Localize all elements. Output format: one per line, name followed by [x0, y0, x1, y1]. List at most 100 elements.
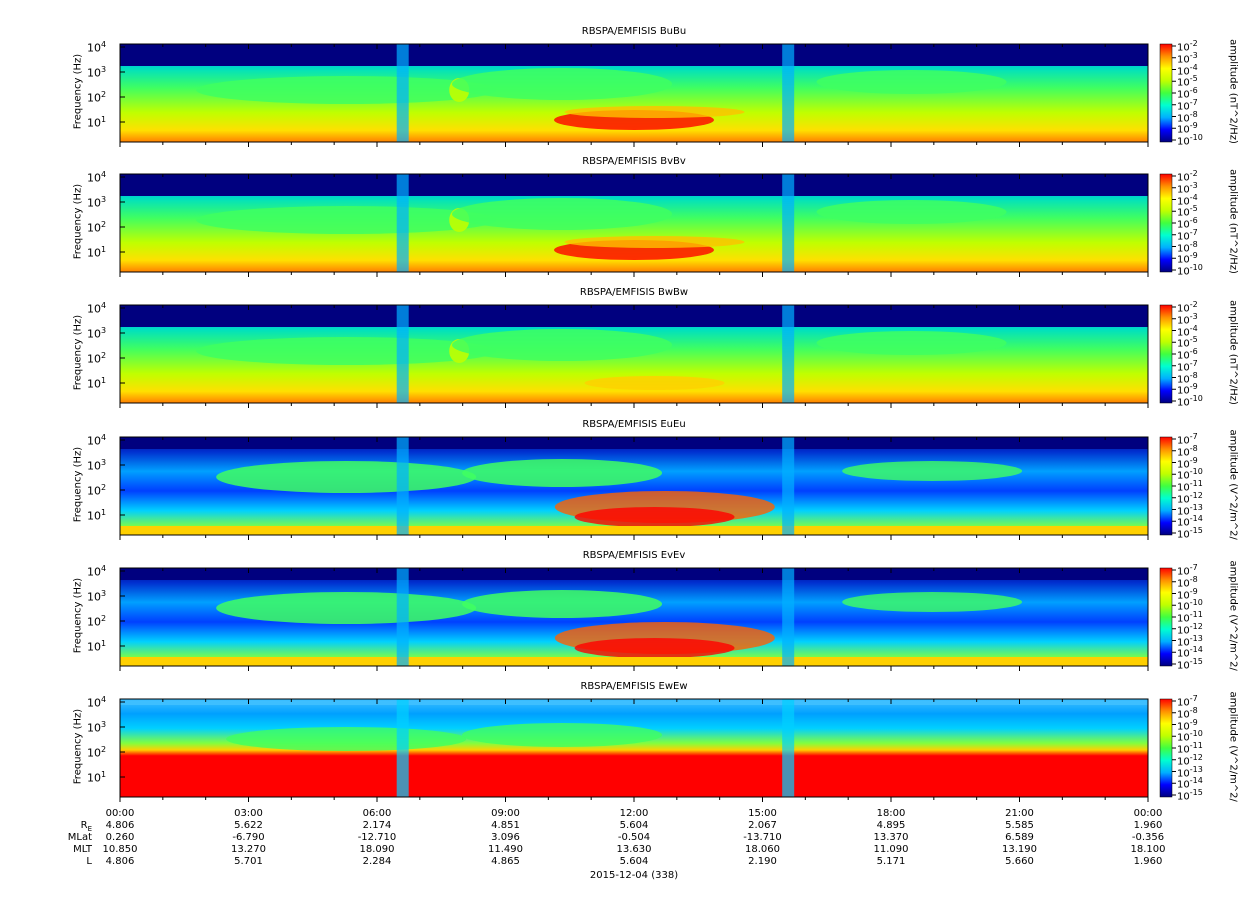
y-tick-label: 104	[87, 301, 106, 316]
colorbar-tick-base: 10	[1177, 435, 1190, 447]
chorus-emission	[452, 68, 673, 100]
y-tick-base: 10	[87, 640, 101, 654]
colorbar-tick-label: 10-2	[1177, 300, 1198, 314]
colorbar-tick-exponent: -15	[1189, 526, 1203, 535]
colorbar-tick-exponent: -10	[1189, 263, 1203, 272]
y-tick-label: 104	[87, 40, 106, 55]
colorbar-tick-label: 10-8	[1177, 240, 1198, 254]
chorus-emission	[462, 459, 663, 487]
colorbar-tick-label: 10-14	[1177, 645, 1203, 659]
ephemeris-value: -0.356	[1131, 832, 1165, 843]
colorbar-tick-exponent: -7	[1189, 694, 1198, 703]
colorbar-tick-exponent: -7	[1189, 563, 1198, 572]
colorbar-tick-label: 10-9	[1177, 718, 1198, 732]
colorbar-tick-exponent: -12	[1189, 490, 1203, 500]
colorbar-tick-exponent: -13	[1189, 502, 1203, 512]
y-tick-exponent: 4	[101, 564, 107, 573]
ephemeris-label-text: L	[86, 856, 92, 867]
y-tick-base: 10	[87, 66, 101, 80]
y-tick-label: 104	[87, 170, 106, 185]
ephemeris-value: -12.710	[357, 832, 397, 843]
chorus-emission	[462, 723, 663, 747]
colorbar-tick-exponent: -7	[1189, 358, 1198, 368]
colorbar-tick-base: 10	[1177, 566, 1190, 578]
y-tick-base: 10	[87, 196, 101, 210]
y-tick-base: 10	[87, 327, 101, 341]
colorbar-tick-base: 10	[1177, 732, 1190, 744]
y-tick-label: 101	[87, 245, 106, 260]
y-axis-label: Frequency (Hz)	[72, 314, 84, 391]
chorus-emission	[196, 337, 497, 365]
colorbar-tick-base: 10	[1177, 112, 1190, 124]
colorbar-tick-exponent: -4	[1189, 323, 1198, 333]
y-tick-base: 10	[87, 171, 101, 185]
colorbar-tick-exponent: -15	[1189, 657, 1203, 666]
hiss-emission	[584, 376, 725, 390]
y-tick-base: 10	[87, 352, 101, 366]
y-tick-label: 103	[87, 326, 106, 341]
y-tick-exponent: 4	[101, 301, 107, 310]
colorbar-tick-base: 10	[1177, 207, 1190, 219]
y-tick-base: 10	[87, 590, 101, 604]
colorbar-tick-exponent: -10	[1189, 394, 1203, 403]
colorbar-tick-exponent: -9	[1189, 586, 1198, 596]
chorus-emission	[196, 206, 497, 234]
colorbar-tick-exponent: -8	[1189, 370, 1198, 380]
colorbar-tick-exponent: -14	[1189, 514, 1203, 524]
colorbar-tick-label: 10-12	[1177, 622, 1203, 636]
colorbar-tick-label: 10-12	[1177, 753, 1203, 767]
colorbar-tick-base: 10	[1177, 124, 1190, 136]
y-tick-label: 101	[87, 770, 106, 785]
y-tick-base: 10	[87, 246, 101, 260]
y-tick-base: 10	[87, 41, 101, 55]
colorbar-tick-base: 10	[1177, 720, 1190, 732]
colorbar-tick-base: 10	[1177, 136, 1190, 148]
perigee-crossing-2	[782, 699, 795, 797]
perigee-crossing-2	[782, 44, 795, 142]
colorbar-tick-exponent: -2	[1189, 300, 1198, 309]
colorbar-tick-base: 10	[1177, 756, 1190, 768]
y-tick-label: 102	[87, 745, 106, 760]
colorbar-tick-exponent: -6	[1189, 86, 1198, 95]
ephemeris-value: 6.589	[1005, 832, 1034, 843]
colorbar-label: amplitude (nT^2/Hz)	[1227, 300, 1239, 405]
colorbar-tick-base: 10	[1177, 517, 1190, 529]
panel-title: RBSPA/EMFISIS EuEu	[582, 419, 686, 430]
y-tick-label: 103	[87, 195, 106, 210]
y-tick-exponent: 4	[101, 170, 107, 179]
y-tick-label: 102	[87, 220, 106, 235]
colorbar-tick-label: 10-7	[1177, 694, 1198, 708]
y-tick-label: 101	[87, 115, 106, 130]
y-tick-exponent: 3	[101, 326, 107, 335]
ephemeris-label: RE	[40, 820, 92, 833]
colorbar-tick-label: 10-8	[1177, 444, 1198, 458]
colorbar-tick-base: 10	[1177, 482, 1190, 494]
ephemeris-value: -6.790	[232, 832, 265, 843]
hiss-emission	[574, 507, 735, 527]
colorbar-tick-label: 10-9	[1177, 587, 1198, 601]
ephemeris-value: 10.850	[102, 844, 138, 855]
colorbar-tick-base: 10	[1177, 636, 1190, 648]
colorbar-tick-base: 10	[1177, 101, 1190, 113]
colorbar-tick-exponent: -6	[1189, 347, 1198, 356]
y-axis-label: Frequency (Hz)	[72, 708, 84, 785]
colorbar-tick-label: 10-9	[1177, 121, 1198, 135]
colorbar-label: amplitude (nT^2/Hz)	[1227, 39, 1239, 144]
ephemeris-value: 5.622	[234, 820, 263, 831]
ephemeris-label-text: MLT	[73, 844, 92, 855]
colorbar-tick-base: 10	[1177, 242, 1190, 254]
colorbar-tick-label: 10-7	[1177, 432, 1198, 446]
colorbar-tick-label: 10-8	[1177, 575, 1198, 589]
colorbar-tick-exponent: -10	[1189, 133, 1203, 142]
colorbar-tick-base: 10	[1177, 447, 1190, 459]
y-tick-base: 10	[87, 721, 101, 735]
colorbar-tick-exponent: -8	[1189, 574, 1198, 584]
ephemeris-value: 3.096	[491, 832, 520, 843]
colorbar-tick-exponent: -9	[1189, 455, 1198, 465]
colorbar-tick-base: 10	[1177, 77, 1190, 89]
ephemeris-value: 11.490	[488, 844, 523, 855]
panel-6	[119, 698, 1176, 802]
colorbar-tick-base: 10	[1177, 385, 1190, 397]
colorbar-tick-label: 10-9	[1177, 456, 1198, 470]
